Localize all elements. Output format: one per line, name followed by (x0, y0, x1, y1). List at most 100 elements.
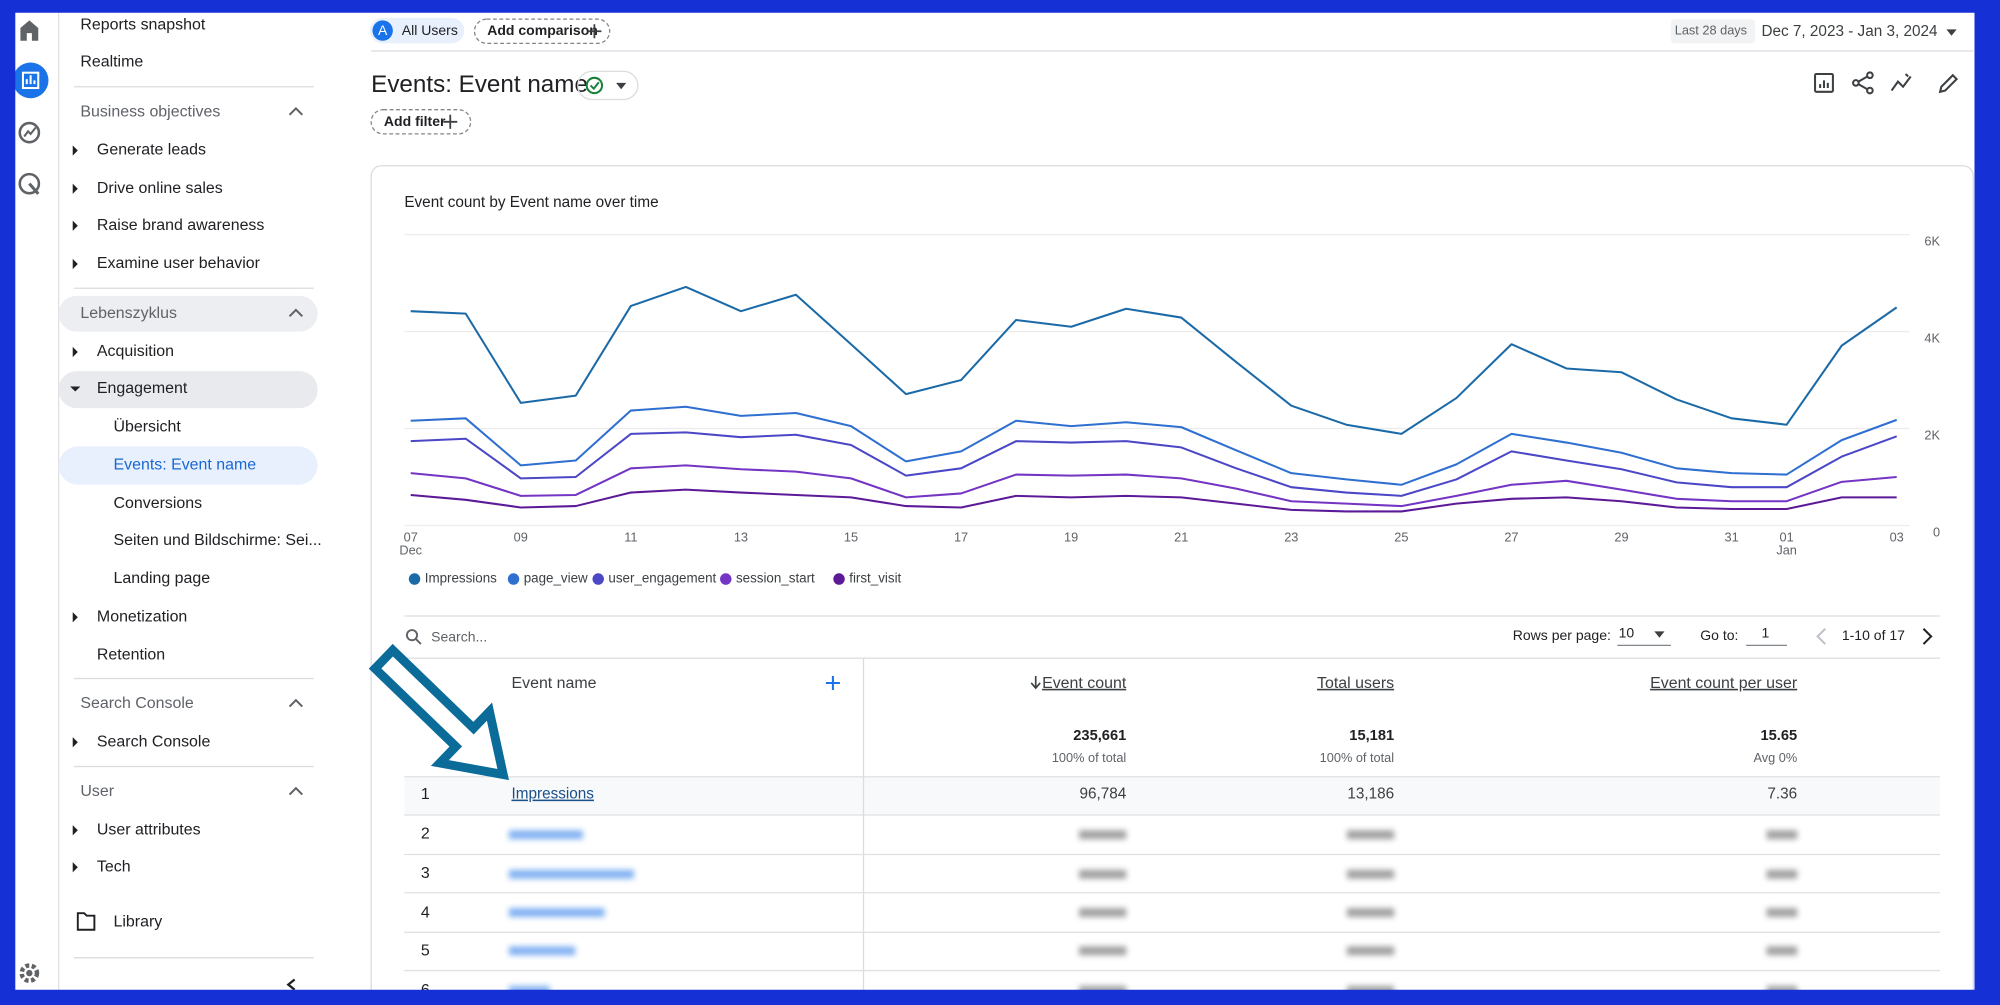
nav-section[interactable]: User (80, 783, 114, 800)
y-tick-label: 0 (1933, 524, 1940, 539)
go-to-label: Go to: (1700, 627, 1738, 643)
column-header[interactable]: Event count per user (1650, 675, 1798, 692)
nav-item[interactable]: Landing page (114, 570, 211, 587)
expand-arrow (72, 258, 78, 270)
x-tick-label: 17 (954, 530, 968, 545)
chevron (288, 106, 304, 116)
nav-item[interactable]: Übersicht (114, 417, 182, 435)
nav-item[interactable]: Raise brand awareness (97, 217, 264, 234)
nav-item[interactable]: Acquisition (97, 343, 174, 360)
nav-item[interactable]: Monetization (97, 608, 187, 625)
chart-title: Event count by Event name over time (404, 194, 658, 211)
x-tick-label: 15 (844, 530, 858, 545)
event-name-link[interactable]: Impressions (511, 786, 594, 803)
separators (73, 86, 314, 959)
nav-item[interactable]: Events: Event name (114, 457, 257, 474)
legend-label[interactable]: page_view (524, 571, 588, 586)
nav-item[interactable]: Seiten und Bildschirme: Sei... (114, 532, 322, 549)
x-tick-month: Jan (1776, 542, 1797, 557)
legend-label[interactable]: first_visit (849, 571, 901, 586)
nav-item[interactable]: Reports snapshot (80, 17, 205, 34)
go-to-input[interactable]: 1 (1761, 625, 1769, 641)
column-header[interactable]: Event count (1042, 675, 1127, 692)
x-tick-label: 27 (1504, 530, 1518, 545)
legend-label[interactable]: session_start (736, 571, 815, 586)
y-tick-label: 6K (1924, 234, 1940, 249)
series-line (410, 405, 1898, 486)
segment-chip[interactable] (369, 17, 465, 44)
annotation-arrow (368, 643, 509, 781)
folder-icon (76, 912, 96, 931)
x-tick-label: 29 (1614, 530, 1628, 545)
segment-name: All Users (402, 22, 458, 38)
x-tick-label: 11 (624, 530, 637, 545)
legend-swatch (507, 573, 520, 585)
x-tick-label: 09 (514, 530, 528, 545)
pagination: 1-10 of 17 (1842, 627, 1905, 643)
segment-badge: A (378, 22, 388, 38)
y-tick-label: 2K (1924, 428, 1940, 443)
rows-per-page[interactable]: 10 (1619, 625, 1635, 641)
chevron (288, 308, 304, 318)
y-tick-label: 4K (1924, 331, 1940, 346)
add-filter-button[interactable] (370, 109, 472, 135)
title-status[interactable] (577, 70, 639, 101)
chevron (288, 698, 304, 708)
date-range[interactable]: Dec 7, 2023 - Jan 3, 2024 (1761, 23, 1938, 40)
legend-swatch (592, 573, 604, 585)
x-tick-month: Dec (399, 542, 422, 557)
nav-item[interactable]: Drive online sales (97, 180, 223, 197)
expand-arrow (72, 737, 78, 748)
series-line (410, 431, 1898, 497)
row-number: 2 (421, 825, 430, 842)
nav-item[interactable]: Search Console (97, 733, 211, 750)
legend-label[interactable]: user_engagement (608, 571, 716, 586)
nav-section[interactable]: Search Console (80, 695, 194, 712)
expand-arrow (70, 386, 81, 392)
column-header[interactable]: Total users (1317, 675, 1394, 692)
explore-icon[interactable] (18, 121, 41, 144)
rows-per-page-label: Rows per page: (1513, 627, 1611, 643)
cell-value: 7.36 (1767, 786, 1797, 803)
x-tick-label: 07 (404, 530, 418, 545)
legend-label[interactable]: Impressions (425, 571, 497, 586)
prev-page[interactable] (1816, 628, 1826, 645)
nav-item[interactable]: Retention (97, 647, 165, 664)
nav-item[interactable]: Examine user behavior (97, 255, 261, 272)
section-highlight (58, 295, 318, 332)
nav-item[interactable]: Engagement (97, 380, 188, 397)
add-comparison-button[interactable] (473, 18, 611, 45)
nav-section[interactable]: Business objectives (80, 103, 220, 120)
settings-icon[interactable] (19, 963, 40, 983)
total-note: 100% of total (1320, 750, 1394, 765)
row-number: 3 (421, 865, 430, 882)
x-tick-label: 21 (1174, 530, 1188, 545)
home-icon[interactable] (20, 20, 39, 41)
nav-item[interactable]: Library (114, 913, 163, 930)
nav-item[interactable]: Tech (97, 858, 131, 875)
nav-item[interactable]: User attributes (97, 821, 201, 838)
next-page[interactable] (1922, 628, 1933, 645)
column-header: Event name (511, 675, 596, 692)
row-number: 4 (421, 904, 430, 921)
nav-item[interactable]: Generate leads (97, 142, 206, 159)
series-line (410, 285, 1898, 435)
nav-item[interactable]: Realtime (80, 54, 143, 71)
collapse-icon[interactable] (286, 978, 296, 991)
page-title: Events: Event name (371, 71, 588, 98)
expand-arrow (72, 825, 78, 836)
toolbar-icons[interactable] (1814, 71, 1959, 95)
add-comparison: Add comparison (487, 22, 598, 38)
nav-item[interactable]: Conversions (114, 495, 203, 512)
legend-swatch (408, 573, 421, 585)
header: A All Users Add comparison Last 28 days … (369, 17, 1974, 135)
advertising-icon[interactable] (18, 172, 41, 195)
search-input[interactable]: Search... (431, 628, 487, 644)
nav-section[interactable]: Lebenszyklus (80, 305, 177, 322)
add-dimension[interactable] (825, 675, 840, 690)
date-label-bg (1670, 19, 1756, 44)
cell-value: 13,186 (1347, 786, 1394, 803)
x-tick-label: 25 (1394, 530, 1408, 545)
row-number: 1 (421, 786, 430, 803)
